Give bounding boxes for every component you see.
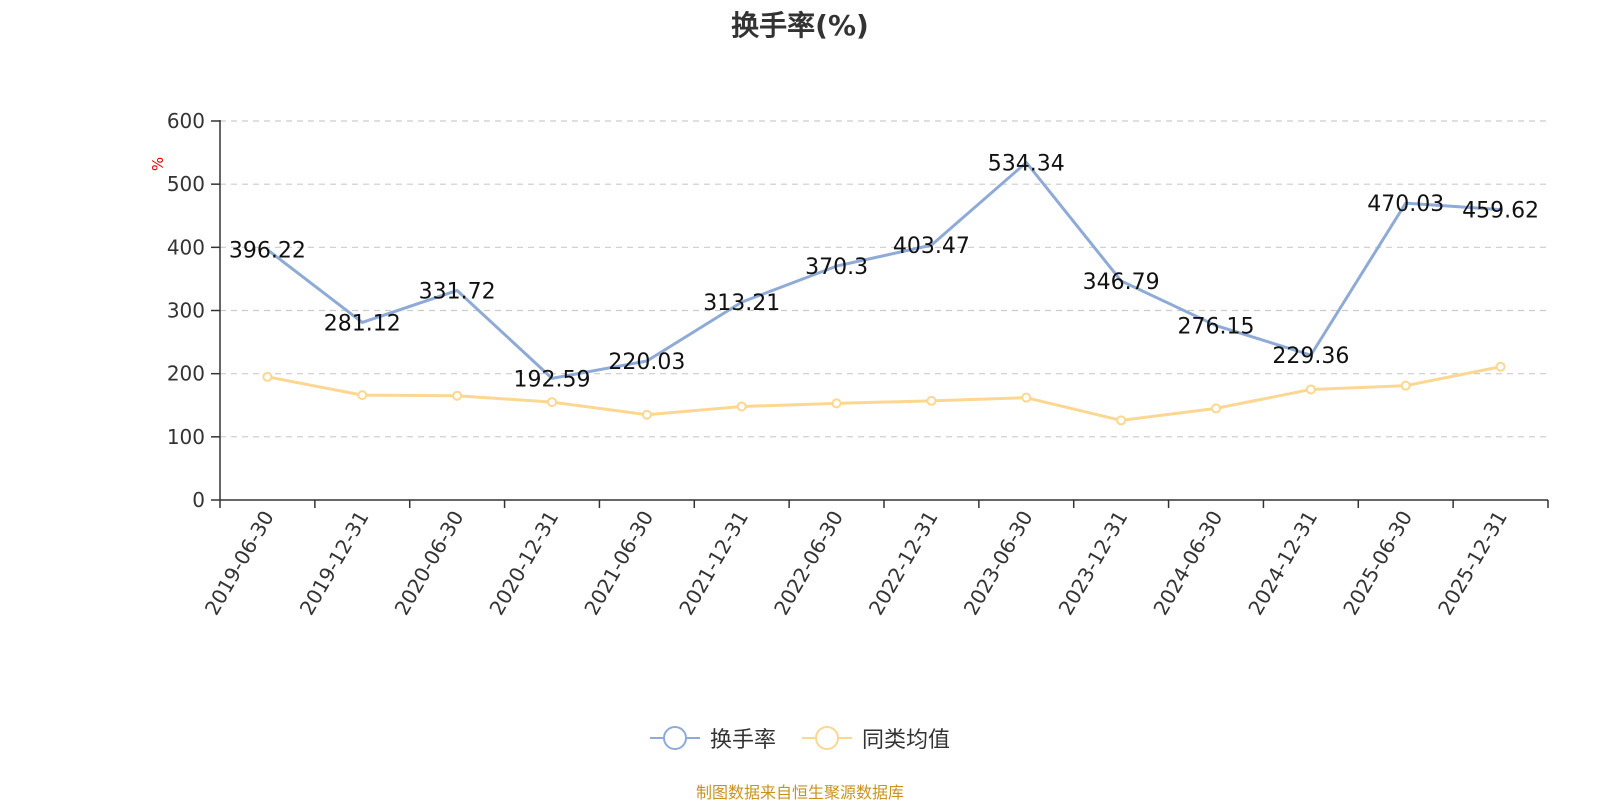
chart-title: 换手率(%) [731, 9, 869, 42]
data-label: 396.22 [229, 239, 306, 264]
x-tick-label: 2024-12-31 [1243, 507, 1322, 620]
data-point [452, 390, 463, 401]
data-label: 331.72 [419, 279, 496, 304]
data-label: 534.34 [988, 151, 1065, 176]
data-point [1211, 403, 1221, 414]
source-note: 制图数据来自恒生聚源数据库 [695, 783, 904, 802]
legend-item-peer-average[interactable]: 同类均值 [802, 722, 950, 754]
y-tick-label: 300 [167, 299, 205, 323]
y-tick-label: 500 [167, 172, 205, 196]
y-tick-label: 100 [167, 425, 205, 449]
data-point [547, 397, 557, 408]
data-point [736, 401, 747, 412]
x-tick-label: 2019-12-31 [295, 507, 374, 620]
legend: 换手率 同类均值 [0, 722, 1600, 754]
data-label: 370.3 [805, 255, 868, 280]
grid-lines [220, 120, 1548, 438]
x-tick-label: 2021-06-30 [579, 507, 658, 620]
x-tick-label: 2022-06-30 [769, 507, 848, 620]
data-label: 220.03 [608, 350, 685, 375]
y-axis-unit-label: % [149, 157, 167, 171]
data-label: 346.79 [1083, 270, 1160, 295]
x-tick-label: 2024-06-30 [1148, 507, 1227, 620]
data-point [926, 395, 937, 406]
data-label: 229.36 [1272, 344, 1349, 369]
x-tick-label: 2025-12-31 [1433, 507, 1512, 620]
y-tick-label: 400 [167, 235, 205, 259]
x-tick-label: 2023-12-31 [1054, 507, 1133, 620]
legend-label-turnover: 换手率 [709, 728, 776, 753]
x-tick-label: 2025-06-30 [1338, 507, 1417, 620]
y-axis: 0 100 200 300 400 500 600% [149, 109, 221, 512]
data-label: 459.62 [1462, 199, 1539, 224]
data-label: 276.15 [1178, 315, 1255, 340]
x-tick-label: 2023-06-30 [959, 507, 1038, 620]
data-point [1400, 380, 1411, 391]
y-tick-label: 600 [167, 109, 205, 133]
data-point [641, 409, 652, 420]
data-point [357, 390, 368, 401]
series-line [267, 365, 1501, 422]
x-tick-label: 2019-06-30 [200, 507, 279, 620]
data-label: 403.47 [893, 234, 970, 259]
x-tick-label: 2020-12-31 [484, 507, 563, 620]
x-tick-label: 2021-12-31 [674, 507, 753, 620]
data-point [831, 398, 842, 409]
data-label: 470.03 [1367, 192, 1444, 217]
legend-marker-turnover-icon [649, 726, 700, 750]
legend-item-turnover[interactable]: 换手率 [649, 722, 776, 754]
data-labels: 396.22 281.12 331.72 192.59 220.03 313.21 370.… [229, 151, 1539, 392]
data-point [1021, 392, 1032, 403]
data-point [262, 371, 273, 382]
data-label: 192.59 [514, 367, 591, 392]
series-layer [262, 160, 1506, 426]
y-tick-label: 0 [192, 488, 205, 512]
legend-label-peer-average: 同类均值 [862, 728, 951, 753]
x-tick-label: 2020-06-30 [390, 506, 469, 619]
y-tick-label: 200 [167, 362, 205, 386]
series-line [266, 160, 1501, 380]
data-point [1116, 415, 1127, 426]
data-label: 281.12 [324, 311, 401, 336]
data-label: 313.21 [703, 291, 780, 316]
x-axis: 2019-06-30 2019-12-31 2020-06-30 2020-12-31… [200, 499, 1549, 620]
x-tick-label: 2022-12-31 [864, 507, 943, 620]
data-point [1495, 361, 1506, 372]
legend-marker-peer-average-icon [802, 726, 852, 750]
data-point [1305, 384, 1316, 395]
